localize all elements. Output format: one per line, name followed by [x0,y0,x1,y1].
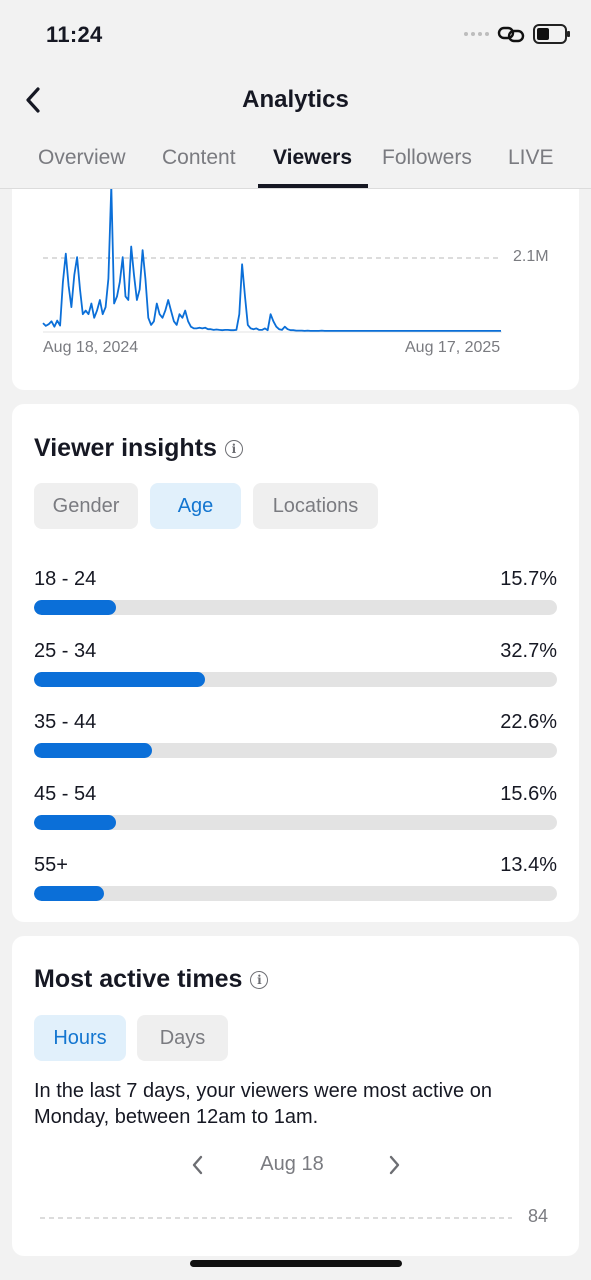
top-bar: 11:24 Analytics Overview Content Viewers… [0,0,591,189]
age-row-label: 35 - 44 [34,711,97,733]
age-bar-track [34,672,557,687]
age-bar-track [34,815,557,830]
signal-icon [464,32,489,36]
section-title: Viewer insights [34,434,217,462]
filter-gender[interactable]: Gender [34,483,138,529]
series-line [42,185,501,332]
age-bar-fill [34,600,117,615]
age-row-label: 18 - 24 [34,568,97,590]
battery-icon [533,24,570,44]
back-button[interactable] [18,82,48,118]
age-bar-fill [34,815,116,830]
age-row-percent: 15.6% [500,783,557,805]
age-bar-track [34,600,557,615]
age-row-label: 25 - 34 [34,640,97,662]
chevron-left-icon [26,87,40,113]
viewers-line-chart [42,185,502,333]
hours-chart-gridline [40,1217,512,1219]
viewer-insights-card: Viewer insights i Gender Age Locations 1… [12,404,579,922]
most-active-times-header: Most active times i [34,965,269,994]
most-active-times-card: Most active times i Hours Days In the la… [12,936,579,1256]
tab-bar: Overview Content Viewers Followers LIVE [0,140,591,188]
link-icon [497,26,525,43]
age-row-percent: 32.7% [500,640,557,662]
status-icons [464,24,570,44]
filter-hours[interactable]: Hours [34,1015,126,1061]
page-title: Analytics [242,86,349,113]
chevron-right-icon[interactable] [384,1154,404,1176]
age-row-percent: 13.4% [500,854,557,876]
age-row-percent: 22.6% [500,711,557,733]
x-end-label: Aug 17, 2025 [405,339,501,356]
tab-overview[interactable]: Overview [38,146,126,169]
tab-viewers[interactable]: Viewers [273,146,353,169]
info-icon[interactable]: i [224,439,243,458]
section-title: Most active times [34,965,243,993]
active-tab-indicator [258,184,368,188]
age-bar-track [34,743,557,758]
y-tick-label: 2.1M [513,248,549,265]
active-times-description: In the last 7 days, your viewers were mo… [34,1080,492,1128]
tab-live[interactable]: LIVE [508,146,554,169]
tab-followers[interactable]: Followers [382,146,472,169]
home-indicator [190,1260,402,1267]
filter-locations[interactable]: Locations [253,483,378,529]
status-time: 11:24 [46,22,103,47]
info-icon[interactable]: i [250,970,269,989]
age-bar-track [34,886,557,901]
viewer-insights-header: Viewer insights i [34,434,243,463]
age-row-label: 55+ [34,854,68,876]
date-label: Aug 18 [260,1153,324,1175]
date-navigator: Aug 18 [12,1150,579,1180]
tab-content[interactable]: Content [162,146,236,169]
chevron-left-icon[interactable] [188,1154,208,1176]
age-bar-fill [34,886,105,901]
filter-days[interactable]: Days [137,1015,228,1061]
y-tick-label: 84 [528,1206,549,1226]
x-start-label: Aug 18, 2024 [43,339,139,356]
age-bar-fill [34,743,153,758]
age-row-label: 45 - 54 [34,783,97,805]
age-bar-fill [34,672,206,687]
age-row-percent: 15.7% [500,568,557,590]
filter-age[interactable]: Age [150,483,241,529]
